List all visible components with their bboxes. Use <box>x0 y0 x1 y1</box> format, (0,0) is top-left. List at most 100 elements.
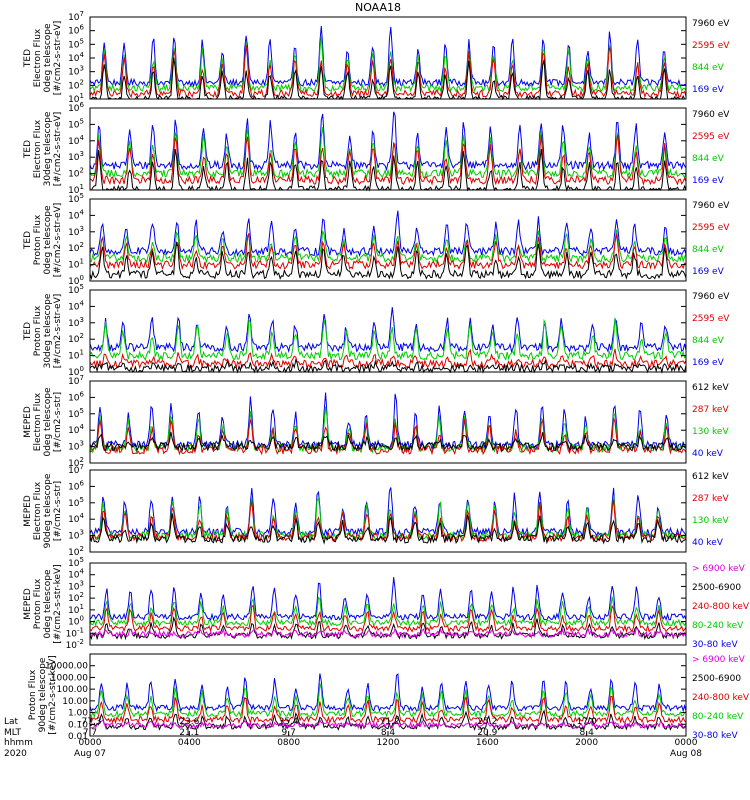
legend-label: 169 eV <box>692 358 725 368</box>
y-axis-label-line: 0deg telescope <box>43 569 53 639</box>
y-axis-label-line: Electron Flux <box>33 481 43 540</box>
legend-label: 80-240 keV <box>692 621 744 631</box>
x-tick-lat: -71.2 <box>376 717 399 727</box>
legend-label: 2595 eV <box>692 314 730 324</box>
y-tick-label: 103 <box>68 529 84 542</box>
y-axis-label: TEDProton Flux0deg telescope[#/cm2-s-str… <box>23 203 63 278</box>
y-tick-label: 100 <box>68 365 84 378</box>
y-tick-label: 101 <box>68 603 84 616</box>
y-tick-label: 104 <box>68 208 84 221</box>
legend-label: 130 keV <box>692 427 729 437</box>
x-tick-mlt: 9.7 <box>282 728 296 738</box>
y-axis-label-line: TED <box>23 322 33 341</box>
series-line-130-kev <box>89 495 687 542</box>
panel-4: 100 101 102 103 104 105 TEDProton Flux30deg te… <box>23 283 730 378</box>
series-line-844-ev <box>89 317 687 362</box>
y-tick-label: 104 <box>68 423 84 436</box>
panel-frame <box>89 562 687 646</box>
panel-8: 0.010.101.0010.00100.001000.0010000.00Pr… <box>28 653 750 742</box>
y-tick-label: 100 <box>68 274 84 287</box>
y-tick-label: 100 <box>68 615 84 628</box>
y-tick-label: 103 <box>68 65 84 78</box>
x-tick-mlt: 8.4 <box>381 728 396 738</box>
y-tick-label: 106 <box>68 479 84 492</box>
x-tick-hhmm: 0800 <box>277 738 300 748</box>
y-axis-label-line: Electron Flux <box>33 119 43 178</box>
panel-2: 101 102 103 104 105 106 TEDElectron Flux30deg … <box>23 101 730 196</box>
y-axis-label-line: MEPED <box>23 495 33 527</box>
y-tick-label: 102 <box>68 545 84 558</box>
y-axis-label-line: 0deg telescope <box>43 205 53 275</box>
y-axis-label-line: 90deg telescope <box>38 657 48 732</box>
legend-label: 844 eV <box>692 245 725 255</box>
y-tick-label: 105 <box>68 496 84 509</box>
legend-label: 169 eV <box>692 267 725 277</box>
y-tick-label: 105 <box>68 556 84 569</box>
y-tick-label: 101 <box>68 349 84 362</box>
y-axis-label-line: 0deg telescope <box>43 23 53 93</box>
y-tick-label: 101 <box>68 183 84 196</box>
y-tick-label: 104 <box>68 51 84 64</box>
series-line-612-kev <box>89 513 687 545</box>
bottom-row-label: hhmm <box>4 738 33 748</box>
legend-label: 7960 eV <box>692 292 730 302</box>
y-tick-label: 106 <box>68 24 84 37</box>
series-line-612-kev <box>89 431 687 453</box>
bottom-row-label: MLT <box>4 728 22 738</box>
series-line-7960-ev <box>89 148 687 192</box>
panel-frame <box>89 107 687 191</box>
legend-label: > 6900 keV <box>692 564 746 574</box>
x-tick-date: Aug 08 <box>670 749 702 759</box>
y-axis-label-line: Electron Flux <box>33 28 43 87</box>
y-tick-label: 105 <box>68 37 84 50</box>
legend-label: 287 keV <box>692 494 729 504</box>
series-line--6900-kev <box>89 626 687 639</box>
x-tick-hhmm: 0000 <box>79 738 102 748</box>
bottom-row-label: 2020 <box>4 749 27 759</box>
y-tick-label: 107 <box>68 374 84 387</box>
y-tick-label: 102 <box>68 456 84 469</box>
panel-5: 102 103 104 105 106 107 MEPEDElectron Flux0deg… <box>23 374 729 469</box>
legend-label: > 6900 keV <box>692 655 746 665</box>
panel-3: 100 101 102 103 104 105 TEDProton Flux0deg tel… <box>23 192 730 287</box>
series-line-287-kev <box>89 417 687 456</box>
series-line-2595-ev <box>89 348 687 370</box>
legend-label: 2595 eV <box>692 223 730 233</box>
y-axis-label-line: TED <box>23 140 33 159</box>
legend-label: 30-80 keV <box>692 640 738 650</box>
y-tick-label: 105 <box>68 407 84 420</box>
legend-label: 844 eV <box>692 154 725 164</box>
y-axis-label-line: Proton Flux <box>28 669 38 720</box>
y-tick-label: 104 <box>68 568 84 581</box>
x-tick-lat: 17.0 <box>577 717 597 727</box>
y-tick-label: 104 <box>68 134 84 147</box>
y-axis-label-line: [#/cm2-s-str-keV] <box>53 564 63 643</box>
y-tick-label: 107 <box>68 463 84 476</box>
y-axis-label-line: 90deg telescope <box>43 473 53 548</box>
legend-label: 169 eV <box>692 85 725 95</box>
y-tick-label: 101 <box>68 258 84 271</box>
y-tick-label: 10000.00 <box>45 662 88 672</box>
series-line-287-kev <box>89 499 687 544</box>
legend-label: 30-80 keV <box>692 731 738 741</box>
panel-6: 102 103 104 105 106 107 MEPEDElectron Flux90de… <box>23 463 729 558</box>
y-axis-label-line: [#/cm2-s-str] <box>53 481 63 541</box>
y-tick-label: 103 <box>68 225 84 238</box>
series-line-7960-ev <box>89 57 686 101</box>
y-tick-label: 102 <box>68 78 84 91</box>
series-line-80-240-kev <box>89 683 687 719</box>
y-axis-label-line: 30deg telescope <box>43 111 53 186</box>
legend-label: 169 eV <box>692 176 725 186</box>
legend-label: 7960 eV <box>692 201 730 211</box>
legend-label: 287 keV <box>692 405 729 415</box>
y-axis-label-line: 0deg telescope <box>43 387 53 457</box>
x-tick-hhmm: 1600 <box>476 738 499 748</box>
y-axis-label-line: Electron Flux <box>33 392 43 451</box>
series-line-30-80-kev <box>89 577 687 622</box>
y-tick-label: 102 <box>68 167 84 180</box>
figure-title: NOAA18 <box>355 1 401 14</box>
legend-label: 130 keV <box>692 516 729 526</box>
y-tick-label: 103 <box>68 440 84 453</box>
